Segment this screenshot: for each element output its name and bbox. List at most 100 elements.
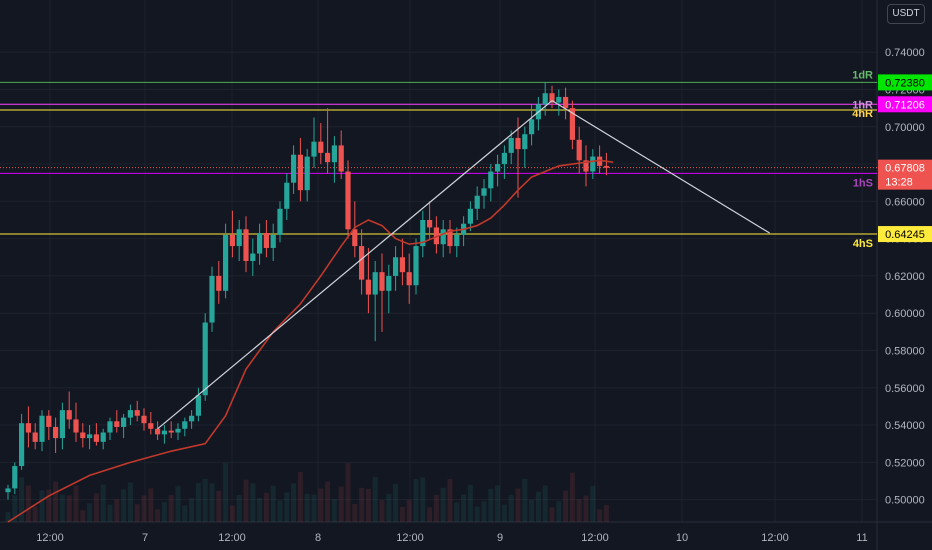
volume-bar: [325, 481, 331, 522]
volume-bar: [100, 484, 106, 522]
candle-body: [495, 164, 501, 172]
volume-bar: [420, 477, 426, 522]
x-tick-label: 7: [142, 532, 148, 544]
volume-bar: [270, 485, 276, 522]
candle-body: [406, 272, 412, 286]
candle-body: [19, 423, 25, 467]
candle-body: [53, 426, 59, 439]
candle-body: [277, 208, 283, 235]
candle-body: [515, 137, 521, 150]
volume-bar: [399, 506, 405, 522]
volume-bar: [291, 483, 297, 522]
volume-bar: [168, 495, 174, 522]
candle-body: [467, 208, 473, 224]
candle-body: [372, 272, 378, 295]
volume-bar: [603, 505, 609, 522]
candle-body: [338, 145, 344, 172]
candle-body: [291, 154, 297, 183]
volume-bar: [284, 492, 290, 522]
volume-bar: [556, 501, 562, 522]
volume-bar: [5, 512, 11, 522]
candle-body: [331, 145, 337, 163]
y-tick-label: 0.66000: [885, 196, 925, 208]
candle-body: [413, 246, 419, 286]
candle-body: [556, 96, 562, 103]
level-tag-1dR: 1dR: [852, 69, 873, 81]
candle-body: [454, 234, 460, 247]
trendline[interactable]: [157, 100, 553, 430]
volume-bar: [297, 471, 303, 522]
volume-bar: [440, 487, 446, 522]
volume-bar: [379, 500, 385, 522]
candle-body: [433, 227, 439, 245]
candle-body: [250, 253, 256, 261]
candle-body: [549, 93, 555, 103]
volume-bar: [195, 483, 201, 522]
currency-selector-button[interactable]: USDT: [887, 4, 925, 24]
candle-body: [66, 410, 72, 420]
volume-bar: [583, 495, 589, 522]
candle-body: [39, 415, 45, 442]
x-tick-label: 12:00: [396, 532, 424, 544]
candle-body: [263, 233, 269, 248]
volume-bar: [209, 483, 215, 522]
moving-average-line: [7, 159, 614, 523]
candle-body: [393, 257, 399, 276]
y-tick-label: 0.52000: [885, 457, 925, 469]
candle-body: [501, 152, 507, 165]
candle-body: [209, 275, 215, 323]
level-tag-1hS: 1hS: [853, 177, 873, 189]
volume-bar: [515, 488, 521, 522]
volume-bar: [80, 510, 86, 522]
trendline[interactable]: [551, 100, 770, 234]
volume-bar: [114, 499, 120, 522]
price-badge-label-1hR: 0.71206: [885, 99, 925, 111]
volume-bar: [223, 463, 229, 522]
candle-body: [447, 229, 453, 247]
x-tick-label: 12:00: [761, 532, 789, 544]
volume-bar: [535, 491, 541, 522]
candle-body: [270, 234, 276, 248]
volume-bar: [87, 503, 93, 522]
candle-body: [352, 229, 358, 247]
candle-body: [32, 432, 38, 442]
y-tick-label: 0.62000: [885, 271, 925, 283]
candle-body: [576, 139, 582, 161]
volume-bar: [263, 492, 269, 522]
volume-bar: [257, 498, 263, 522]
volume-bar: [481, 501, 487, 522]
candle-body: [243, 229, 249, 261]
volume-bar: [189, 498, 195, 522]
volume-bar: [277, 500, 283, 522]
volume-bar: [447, 478, 453, 522]
volume-bar: [522, 478, 528, 522]
volume-bar: [161, 502, 167, 522]
candle-body: [93, 434, 99, 442]
candle-body: [481, 188, 487, 196]
candle-body: [284, 182, 290, 209]
volume-bar: [345, 463, 351, 522]
candle-body: [345, 171, 351, 230]
volume-bar: [501, 504, 507, 522]
volume-bar: [25, 485, 31, 522]
candle-body: [182, 421, 188, 429]
volume-bar: [338, 486, 344, 522]
candle-body: [25, 423, 31, 433]
candle-body: [399, 257, 405, 273]
volume-bar: [352, 503, 358, 522]
x-tick-label: 12:00: [218, 532, 246, 544]
volume-bar: [134, 504, 140, 522]
volume-bar: [427, 507, 433, 522]
candle-body: [121, 417, 127, 427]
x-tick-label: 11: [856, 532, 867, 544]
candle-body: [175, 428, 181, 433]
level-tag-1hR: 1hR: [852, 99, 873, 111]
candle-body: [202, 322, 208, 396]
volume-bar: [121, 489, 127, 522]
volume-bar: [202, 478, 208, 522]
candle-body: [597, 156, 603, 166]
volume-bar: [508, 494, 514, 522]
